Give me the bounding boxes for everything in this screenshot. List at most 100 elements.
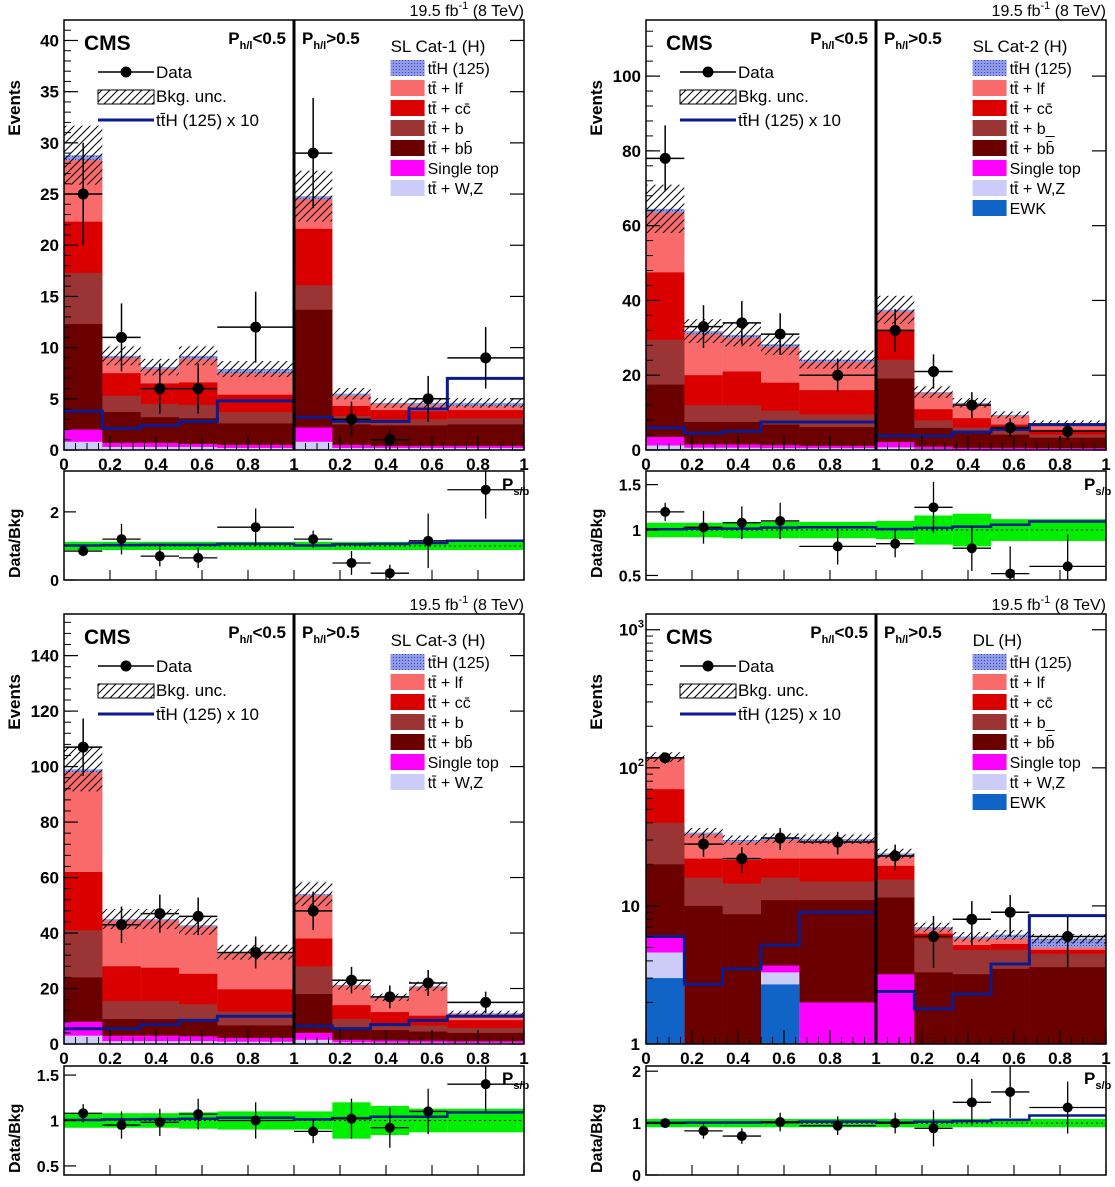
legend-unc-label: Bkg. unc.	[156, 681, 227, 700]
legend-swatch-b	[972, 120, 1007, 136]
x-tick-label: 0.2	[680, 455, 704, 474]
legend-swatch-ttv	[972, 774, 1007, 790]
x-tick-label: 0.4	[726, 1049, 750, 1068]
x-tick-label: 0.6	[772, 1049, 796, 1068]
x-tick-label: 1	[871, 1049, 880, 1068]
data-point	[698, 838, 709, 850]
y-tick-label: 40	[40, 31, 59, 50]
stack-bar-ttv	[217, 447, 294, 450]
stack-bar-single_top	[370, 1040, 409, 1044]
y-tick-label: 1	[631, 1035, 640, 1054]
data-point	[1004, 906, 1016, 918]
ratio-point	[384, 568, 395, 579]
x-tick-label: 0.4	[374, 455, 398, 474]
x-axis-label: Ps/b	[502, 1069, 530, 1092]
stack-bar-single_top	[409, 1040, 448, 1044]
ratio-point	[250, 1115, 261, 1126]
data-point	[736, 853, 748, 865]
y-tick-label: 5	[50, 390, 59, 409]
y-tick-label: 40	[622, 291, 641, 310]
stack-bar-bb	[1029, 967, 1106, 1044]
legend-swatch-cc	[972, 694, 1007, 710]
legend-swatch-cc	[972, 100, 1007, 116]
legend-swatch-ttv	[390, 180, 425, 196]
x-tick-label: 0.8	[1048, 455, 1072, 474]
legend-label-bb: tt̄ + bb̄	[428, 141, 473, 158]
legend-unc-swatch	[97, 683, 155, 699]
unc-band	[217, 361, 294, 378]
stack-bar-ttv	[799, 448, 876, 450]
stack-bar-ttv	[64, 441, 103, 450]
ratio-point	[384, 1122, 395, 1133]
legend-swatch-single_top	[972, 754, 1007, 770]
ratio-y-label: Data/Bkg	[7, 509, 24, 578]
x-tick-label: 0.6	[1002, 455, 1026, 474]
ratio-y-tick-label: 0	[632, 1168, 641, 1185]
legend-label-cc: tt̄ + cc̄	[428, 101, 471, 118]
ratio-point	[423, 1106, 434, 1117]
ratio-point	[928, 502, 939, 513]
ratio-point	[423, 535, 434, 546]
legend-swatch-single_top	[390, 160, 425, 176]
x-tick-label: 0.6	[772, 455, 796, 474]
stack-bar-single_top	[447, 1041, 524, 1044]
region-label-low: Ph/l<0.5	[228, 29, 286, 52]
legend-unc-swatch	[679, 683, 737, 699]
legend-category: SL Cat-2 (H)	[973, 37, 1068, 56]
y-tick-label: 20	[40, 980, 59, 999]
ratio-point	[736, 517, 747, 528]
stack-bar-ttv	[722, 447, 761, 450]
stack-bar-single_top	[876, 974, 915, 1044]
data-point	[1062, 425, 1074, 437]
data-point	[966, 399, 978, 411]
x-tick-label: 0.2	[910, 455, 934, 474]
y-tick-label: 100	[613, 67, 641, 86]
ratio-y-label: Data/Bkg	[7, 1104, 24, 1173]
legend-label-ttv: tt̄ + W,Z	[428, 181, 484, 198]
region-label-low: Ph/l<0.5	[810, 623, 868, 646]
y-tick-label: 120	[31, 702, 59, 721]
x-tick-label: 0	[641, 1049, 650, 1068]
x-tick-label: 0.8	[1048, 1049, 1072, 1068]
data-point	[77, 188, 89, 200]
data-point	[928, 931, 939, 943]
legend-data-marker	[702, 660, 714, 672]
ratio-point	[660, 506, 671, 517]
region-label-high: Ph/l>0.5	[302, 623, 360, 646]
legend-swatch-bb	[972, 734, 1007, 750]
stack-bar-bb	[914, 427, 953, 450]
lumi-label: 19.5 fb-1 (8 TeV)	[992, 594, 1106, 614]
data-point	[422, 393, 434, 405]
y-tick-label: 80	[40, 813, 59, 832]
y-tick-label: 60	[40, 869, 59, 888]
ratio-y-tick-label: 1	[50, 1114, 59, 1131]
ratio-point	[775, 515, 786, 526]
x-tick-label: 0.2	[328, 455, 352, 474]
stack-bar-bb	[447, 424, 524, 450]
ratio-point	[154, 1117, 165, 1128]
cms-label: CMS	[666, 626, 713, 649]
legend-label-lf: tt̄ + lf	[428, 81, 464, 98]
stack-bar-bb	[684, 905, 723, 1044]
y-axis-label: Events	[587, 674, 606, 730]
legend-swatch-b	[972, 714, 1007, 730]
ratio-y-tick-label: 1.5	[37, 1068, 59, 1085]
stack-bar-bb	[876, 378, 915, 450]
unc-band	[722, 835, 761, 846]
x-tick-label: 0.8	[466, 1049, 490, 1068]
stack-bar-single_top	[294, 1032, 333, 1044]
y-tick-label: 0	[50, 441, 59, 460]
stack-bar-single_top	[140, 1035, 179, 1044]
y-tick-label: 0	[632, 441, 641, 460]
legend-data-marker	[702, 66, 714, 78]
stack-bar-bb	[294, 309, 333, 450]
legend-label-ewk: EWK	[1010, 201, 1047, 218]
ratio-point	[660, 1118, 671, 1129]
legend-unc-label: Bkg. unc.	[738, 87, 809, 106]
ratio-y-tick-label: 1	[632, 523, 641, 540]
x-tick-label: 0.2	[910, 1049, 934, 1068]
region-label-low: Ph/l<0.5	[810, 29, 868, 52]
region-label-low: Ph/l<0.5	[228, 623, 286, 646]
lumi-label: 19.5 fb-1 (8 TeV)	[410, 594, 524, 614]
legend-swatch-b	[390, 120, 425, 136]
